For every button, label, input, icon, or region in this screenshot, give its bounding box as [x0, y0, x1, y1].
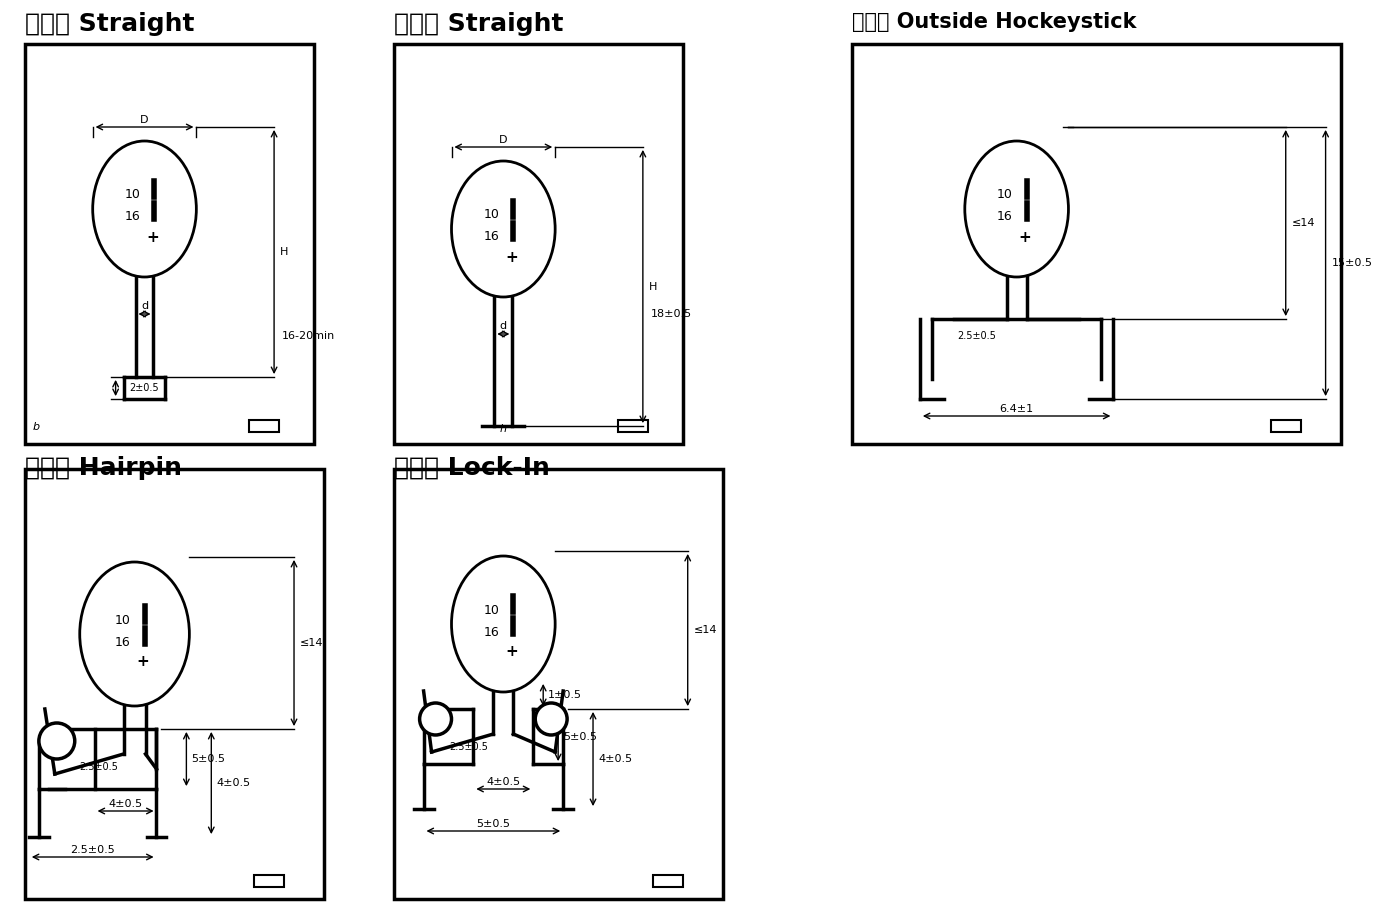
Text: 曲棍式 Outside Hockeystick: 曲棍式 Outside Hockeystick: [852, 12, 1137, 32]
Text: H: H: [281, 247, 289, 257]
Text: 2.5±0.5: 2.5±0.5: [71, 845, 115, 855]
Text: 16: 16: [997, 211, 1012, 224]
Bar: [249, 420, 279, 432]
Text: h: h: [499, 424, 506, 434]
Bar: [852, 44, 1340, 444]
Text: 发夹式 Hairpin: 发夹式 Hairpin: [25, 456, 183, 480]
Text: +: +: [136, 654, 149, 670]
Bar: [618, 420, 647, 432]
Text: D: D: [140, 115, 149, 125]
Bar: [653, 875, 683, 887]
Text: 15±0.5: 15±0.5: [1332, 258, 1372, 268]
Text: 直线式 Straight: 直线式 Straight: [394, 12, 563, 36]
Circle shape: [39, 723, 75, 759]
Text: 10: 10: [124, 188, 141, 201]
Text: 16: 16: [484, 626, 499, 638]
Ellipse shape: [451, 161, 555, 297]
Bar: [254, 875, 284, 887]
Text: 16: 16: [124, 211, 141, 224]
Text: 5±0.5: 5±0.5: [563, 732, 597, 741]
Text: +: +: [505, 249, 517, 264]
Circle shape: [419, 703, 451, 735]
Text: +: +: [505, 645, 517, 660]
Text: 16: 16: [115, 636, 130, 649]
Text: 4±0.5: 4±0.5: [597, 754, 632, 764]
Text: 6.4±1: 6.4±1: [1000, 404, 1033, 414]
Text: d: d: [141, 301, 148, 311]
Text: 自锁式 Lock-In: 自锁式 Lock-In: [394, 456, 549, 480]
Text: H: H: [649, 282, 657, 291]
Bar: [394, 469, 722, 899]
Bar: [394, 44, 683, 444]
Text: 2.5±0.5: 2.5±0.5: [449, 742, 488, 752]
Text: 4±0.5: 4±0.5: [487, 777, 520, 787]
Text: ≤14: ≤14: [300, 638, 324, 648]
Bar: [25, 44, 314, 444]
Ellipse shape: [965, 141, 1069, 277]
Bar: [25, 469, 324, 899]
Text: b: b: [33, 422, 40, 432]
Circle shape: [535, 703, 567, 735]
Text: ≤14: ≤14: [1292, 218, 1315, 228]
Bar: [1271, 420, 1300, 432]
Text: 4±0.5: 4±0.5: [216, 778, 250, 788]
Text: 2.5±0.5: 2.5±0.5: [957, 331, 996, 341]
Text: D: D: [499, 135, 508, 145]
Text: 2±0.5: 2±0.5: [130, 383, 159, 393]
Ellipse shape: [80, 562, 189, 706]
Text: 1±0.5: 1±0.5: [548, 690, 582, 700]
Text: 10: 10: [115, 614, 130, 626]
Text: 5±0.5: 5±0.5: [191, 754, 225, 764]
Ellipse shape: [93, 141, 196, 277]
Ellipse shape: [451, 556, 555, 692]
Text: 10: 10: [484, 603, 499, 616]
Text: 18±0.5: 18±0.5: [651, 309, 692, 319]
Text: 10: 10: [484, 209, 499, 222]
Text: +: +: [147, 229, 159, 245]
Text: +: +: [1018, 229, 1030, 245]
Text: 16: 16: [484, 230, 499, 244]
Text: 16-20min: 16-20min: [282, 331, 335, 341]
Text: ≤14: ≤14: [694, 625, 718, 635]
Text: 2.5±0.5: 2.5±0.5: [80, 762, 119, 772]
Text: 4±0.5: 4±0.5: [108, 799, 142, 809]
Text: d: d: [499, 321, 508, 331]
Text: 5±0.5: 5±0.5: [476, 819, 510, 829]
Text: 直线式 Straight: 直线式 Straight: [25, 12, 195, 36]
Text: 10: 10: [997, 188, 1012, 201]
